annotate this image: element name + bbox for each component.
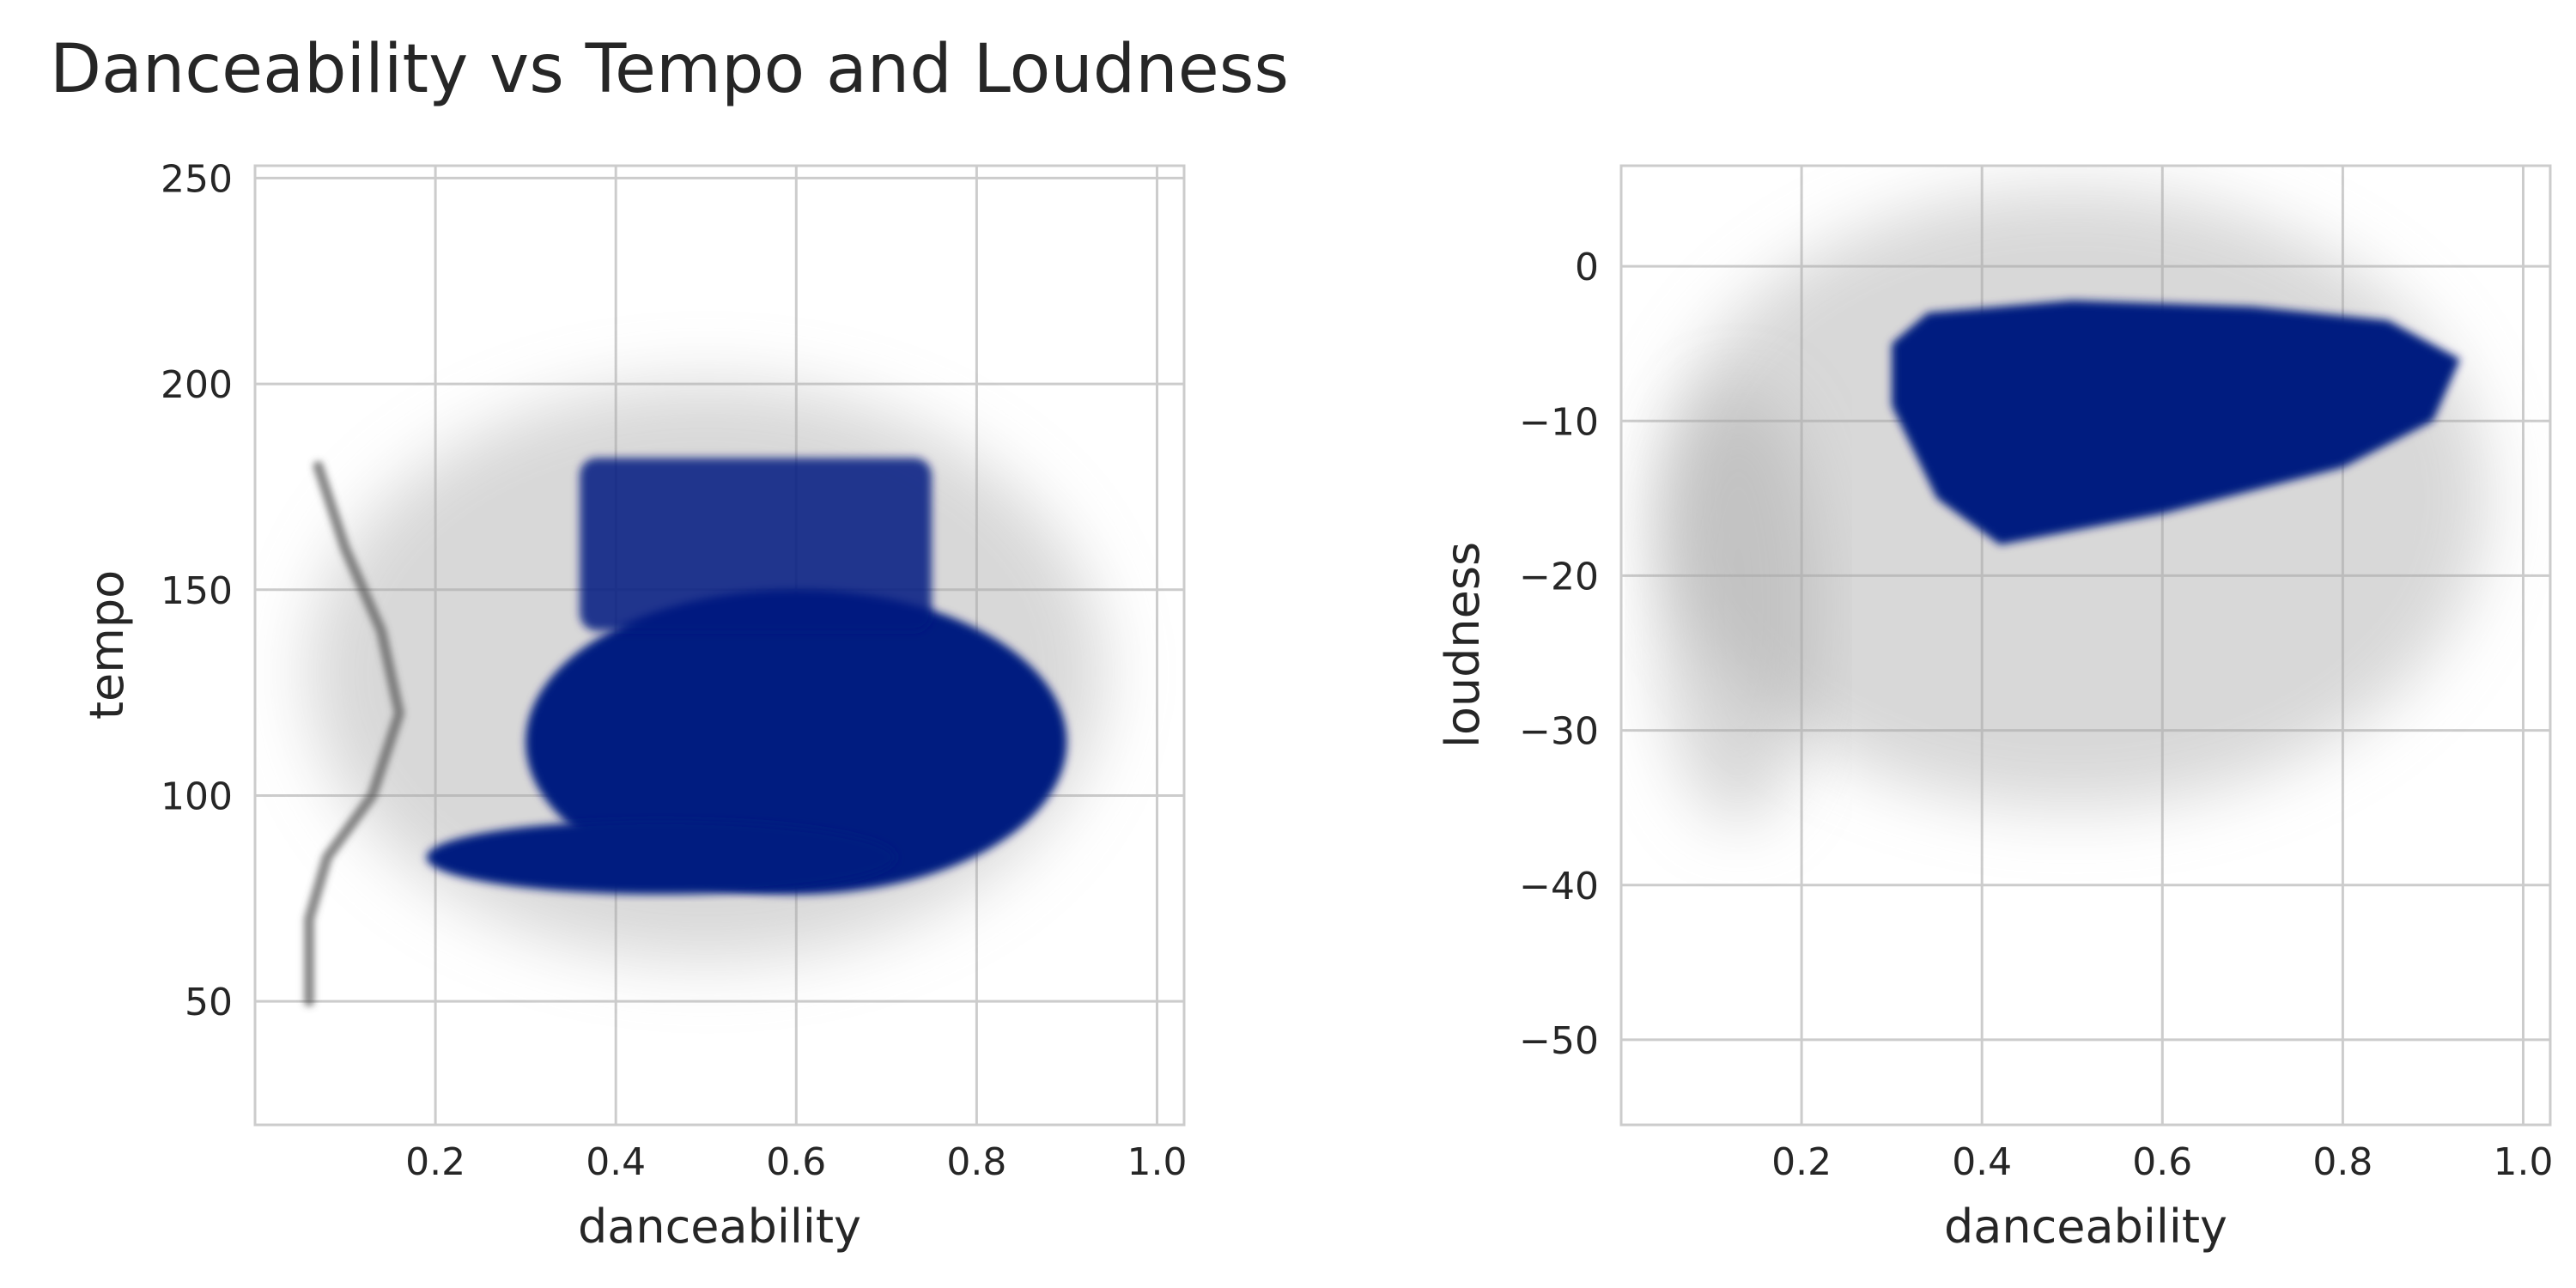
tempo-y-tick-label-2: 150 [161, 569, 233, 613]
figure-title: Danceability vs Tempo and Loudness [50, 31, 1289, 108]
loudness-scatter-points [1657, 189, 2488, 823]
loudness-x-axis-label: danceability [1944, 1200, 2227, 1254]
loudness-scatter-panel: 0.2 0.4 0.6 0.8 1.0 0 −10 −20 −30 −40 −50 danceab… [1436, 164, 2553, 1254]
loudness-x-tick-label-0: 0.2 [1771, 1140, 1832, 1184]
loudness-y-tick-label-3: −30 [1519, 710, 1599, 754]
loudness-axes-frame [1619, 164, 2552, 1127]
loudness-x-tick-label-1: 0.4 [1952, 1140, 2012, 1184]
tempo-x-tick-label-2: 0.6 [766, 1140, 826, 1184]
tempo-y-tick-label-4: 250 [161, 157, 233, 201]
loudness-x-tick-labels: 0.2 0.4 0.6 0.8 1.0 [1771, 1140, 2553, 1184]
tempo-y-tick-label-3: 200 [161, 363, 233, 407]
loudness-y-tick-label-0: 0 [1575, 246, 1599, 289]
tempo-x-tick-label-4: 1.0 [1127, 1140, 1187, 1184]
tempo-density-region-2 [580, 458, 932, 631]
tempo-density-region-0 [526, 589, 1067, 895]
tempo-y-tick-labels: 50 100 150 200 250 [161, 157, 233, 1024]
loudness-density-region-0 [1892, 300, 2460, 545]
loudness-density-region-2 [1657, 390, 1820, 823]
tempo-scatter-panel: 0.2 0.4 0.6 0.8 1.0 50 100 150 200 250 danceabil… [80, 157, 1187, 1254]
loudness-x-tick-label-2: 0.6 [2132, 1140, 2192, 1184]
tempo-scatter-points [304, 384, 1103, 1007]
tempo-x-tick-label-3: 0.8 [946, 1140, 1006, 1184]
loudness-y-axis-label: loudness [1436, 542, 1490, 748]
tempo-curve-trace-0 [304, 460, 405, 1007]
loudness-y-tick-label-2: −20 [1519, 555, 1599, 598]
tempo-x-tick-label-0: 0.2 [405, 1140, 465, 1184]
tempo-y-axis-label: tempo [80, 570, 134, 720]
loudness-y-tick-label-1: −10 [1519, 400, 1599, 444]
tempo-axes-frame [253, 164, 1186, 1127]
loudness-y-tick-label-4: −40 [1519, 865, 1599, 908]
tempo-density-region-1 [426, 820, 896, 895]
loudness-x-tick-label-4: 1.0 [2493, 1140, 2553, 1184]
tempo-x-axis-label: danceability [578, 1200, 861, 1254]
loudness-x-tick-label-3: 0.8 [2312, 1140, 2372, 1184]
loudness-y-tick-label-5: −50 [1519, 1019, 1599, 1063]
tempo-x-tick-labels: 0.2 0.4 0.6 0.8 1.0 [405, 1140, 1187, 1184]
tempo-y-tick-label-1: 100 [161, 775, 233, 818]
loudness-y-tick-labels: 0 −10 −20 −30 −40 −50 [1519, 246, 1599, 1063]
tempo-y-tick-label-0: 50 [185, 981, 233, 1024]
tempo-x-tick-label-1: 0.4 [586, 1140, 646, 1184]
